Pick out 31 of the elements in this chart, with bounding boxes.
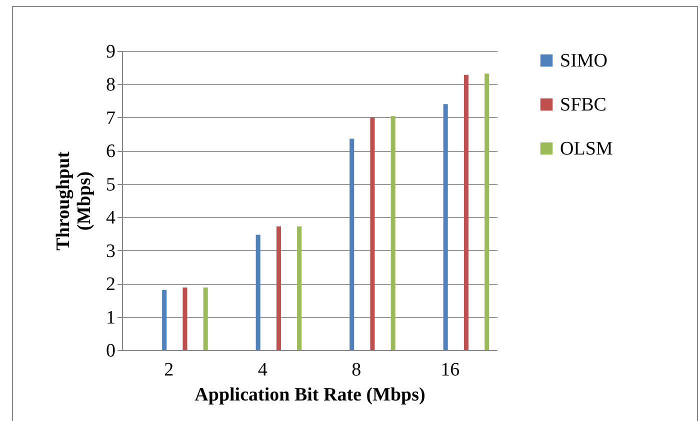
y-tick-label: 1 — [106, 307, 116, 328]
y-tick-label: 8 — [106, 74, 116, 96]
bar — [484, 74, 490, 350]
y-tick-label: 5 — [106, 174, 116, 196]
bar — [370, 117, 375, 350]
bar — [350, 138, 354, 350]
legend-label: SFBC — [560, 94, 606, 116]
y-tick-label: 3 — [106, 240, 116, 262]
x-axis-title: Application Bit Rate (Mbps) — [194, 384, 426, 406]
bar — [162, 290, 167, 350]
x-tick-label: 8 — [352, 360, 362, 380]
bar — [464, 74, 468, 350]
x-tick-label: 2 — [164, 360, 174, 380]
y-tick-label: 9 — [106, 42, 116, 62]
x-tick-label: 4 — [258, 360, 268, 380]
y-tick-label: 7 — [106, 108, 116, 129]
legend-label: OLSM — [560, 138, 613, 160]
y-axis-title: Throughput (Mbps) — [53, 150, 95, 250]
y-tick-label: 4 — [106, 208, 116, 229]
y-tick-label: 2 — [106, 274, 116, 296]
x-tick-label: 16 — [440, 360, 460, 380]
y-tick-label: 6 — [106, 141, 116, 162]
bar — [297, 226, 302, 350]
legend-label: SIMO — [560, 50, 608, 72]
bar — [203, 288, 208, 350]
bar — [276, 226, 281, 350]
bar — [182, 288, 188, 350]
bar — [443, 104, 448, 350]
y-tick-label: 0 — [106, 340, 116, 362]
bar — [390, 116, 396, 350]
bar — [256, 234, 260, 350]
